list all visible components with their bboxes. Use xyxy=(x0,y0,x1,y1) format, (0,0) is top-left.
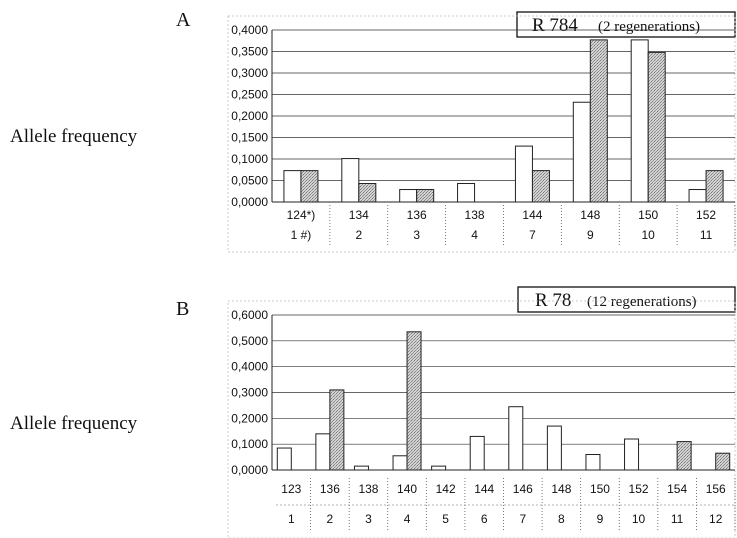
x-category-label: 148 xyxy=(580,208,600,222)
x-category-number: 10 xyxy=(632,512,646,526)
panel-b-letter: B xyxy=(176,298,189,320)
bar-white xyxy=(276,447,292,471)
x-category-label: 144 xyxy=(522,208,542,222)
x-category-number: 5 xyxy=(442,512,449,526)
x-category-number: 11 xyxy=(671,512,684,526)
y-tick-label: 0,1000 xyxy=(231,437,268,451)
panel-a-letter: A xyxy=(176,9,191,31)
y-tick-label: 0,4000 xyxy=(231,23,268,37)
x-category-number: 3 xyxy=(413,228,420,242)
x-category-label: 148 xyxy=(551,482,571,496)
x-category-label: 140 xyxy=(397,482,417,496)
y-tick-label: 0,0000 xyxy=(231,195,268,209)
bar-dotted xyxy=(647,51,666,203)
y-tick-label: 0,0000 xyxy=(231,463,268,477)
panel-b-title-box: R 78 (12 regenerations) xyxy=(517,286,736,313)
x-category-number: 11 xyxy=(700,228,713,242)
bar-white xyxy=(514,145,533,203)
plot-frame xyxy=(227,15,736,253)
bar-white xyxy=(508,406,524,471)
panel-b-title: R 78 xyxy=(535,290,571,311)
x-category-label: 138 xyxy=(465,208,485,222)
x-category-number: 6 xyxy=(481,512,488,526)
x-category-number: 9 xyxy=(587,228,594,242)
x-category-label: 136 xyxy=(320,482,340,496)
x-category-label: 150 xyxy=(590,482,610,496)
bar-white xyxy=(546,425,562,471)
x-category-number: 2 xyxy=(327,512,334,526)
y-tick-label: 0,3500 xyxy=(231,45,268,59)
x-category-label: 146 xyxy=(513,482,533,496)
x-category-number: 1 #) xyxy=(291,228,312,242)
y-tick-label: 0,1000 xyxy=(231,152,268,166)
bar-white xyxy=(283,170,302,203)
bar-dotted xyxy=(416,189,435,203)
x-category-label: 123 xyxy=(281,482,301,496)
bar-dotted xyxy=(531,170,550,203)
y-tick-label: 0,0500 xyxy=(231,174,268,188)
bar-dotted xyxy=(358,183,377,203)
bar-dotted xyxy=(300,170,319,203)
bar-white xyxy=(431,465,447,471)
bar-white xyxy=(572,101,591,203)
x-category-number: 1 xyxy=(288,512,295,526)
x-category-label: 134 xyxy=(349,208,369,222)
x-category-number: 4 xyxy=(404,512,411,526)
panel-a-title: R 784 xyxy=(532,15,578,36)
y-tick-label: 0,3000 xyxy=(231,386,268,400)
panel-b-ylabel: Allele frequency xyxy=(10,413,138,434)
chart-panel-a: 0,0000 0,0500 0,1000 0,1500 0,2000 0,2500 0,30… xyxy=(227,15,736,253)
x-category-label: 142 xyxy=(436,482,456,496)
y-tick-label: 0,2000 xyxy=(231,411,268,425)
bar-white xyxy=(392,455,408,471)
bar-white xyxy=(353,465,369,471)
bar-white xyxy=(688,189,707,203)
x-category-label: 152 xyxy=(629,482,649,496)
y-tick-label: 0,3000 xyxy=(231,66,268,80)
x-category-number: 12 xyxy=(709,512,723,526)
bar-dotted xyxy=(329,389,345,471)
bar-white xyxy=(315,433,331,471)
chart-panel-b: 0,0000 0,1000 0,2000 0,3000 0,4000 0,5000 0,60… xyxy=(227,300,736,538)
bar-white xyxy=(469,435,485,471)
x-category-number: 2 xyxy=(355,228,362,242)
bar-white xyxy=(341,158,360,203)
y-tick-label: 0,5000 xyxy=(231,334,268,348)
bar-white xyxy=(630,39,649,203)
x-category-label: 138 xyxy=(358,482,378,496)
x-category-number: 3 xyxy=(365,512,372,526)
x-category-label: 156 xyxy=(706,482,726,496)
x-category-number: 7 xyxy=(519,512,526,526)
x-category-label: 150 xyxy=(638,208,658,222)
y-tick-label: 0,4000 xyxy=(231,360,268,374)
x-category-number: 8 xyxy=(558,512,565,526)
bar-dotted xyxy=(406,331,422,471)
x-category-label: 124*) xyxy=(287,208,316,222)
x-category-number: 9 xyxy=(597,512,604,526)
x-category-label: 152 xyxy=(696,208,716,222)
plot-frame xyxy=(227,300,736,538)
y-tick-label: 0,6000 xyxy=(231,308,268,322)
x-category-number: 10 xyxy=(642,228,656,242)
bar-white xyxy=(399,189,418,203)
bar-white xyxy=(457,183,476,203)
bar-dotted xyxy=(589,39,608,203)
x-category-label: 144 xyxy=(474,482,494,496)
x-category-label: 154 xyxy=(667,482,687,496)
x-category-number: 7 xyxy=(529,228,536,242)
panel-b-subtitle: (12 regenerations) xyxy=(587,294,697,310)
bar-dotted xyxy=(715,452,731,471)
bar-white xyxy=(624,438,640,471)
x-category-number: 4 xyxy=(471,228,478,242)
y-tick-label: 0,2500 xyxy=(231,88,268,102)
bar-dotted xyxy=(676,441,692,471)
y-tick-label: 0,1500 xyxy=(231,131,268,145)
y-tick-label: 0,2000 xyxy=(231,109,268,123)
bar-white xyxy=(585,454,601,471)
panel-a-ylabel: Allele frequency xyxy=(10,126,138,147)
x-category-label: 136 xyxy=(407,208,427,222)
bar-dotted xyxy=(705,170,724,203)
panel-a-subtitle: (2 regenerations) xyxy=(598,19,700,35)
